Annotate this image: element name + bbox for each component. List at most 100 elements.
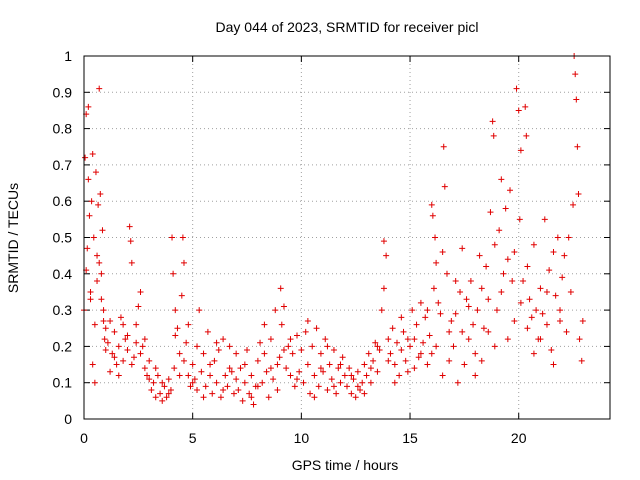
- data-point: [109, 350, 116, 357]
- data-point: [100, 317, 107, 324]
- data-point: [294, 332, 301, 339]
- data-point: [146, 376, 153, 383]
- data-point: [411, 336, 418, 343]
- data-point: [96, 85, 103, 92]
- y-tick-label: 0.6: [53, 193, 73, 209]
- data-point: [424, 361, 431, 368]
- data-point: [220, 386, 227, 393]
- data-point: [554, 234, 561, 241]
- data-point: [287, 372, 294, 379]
- data-point: [191, 376, 198, 383]
- y-tick-label: 0.9: [53, 84, 73, 100]
- data-point: [115, 343, 122, 350]
- data-point: [548, 347, 555, 354]
- data-point: [272, 307, 279, 314]
- data-point: [100, 307, 107, 314]
- data-point: [215, 347, 222, 354]
- data-point: [152, 394, 159, 401]
- data-point: [317, 365, 324, 372]
- data-point: [180, 259, 187, 266]
- data-point: [179, 234, 186, 241]
- data-point: [439, 372, 446, 379]
- data-point: [498, 176, 505, 183]
- data-point: [91, 379, 98, 386]
- data-point: [248, 394, 255, 401]
- data-point: [259, 379, 266, 386]
- y-tick-label: 1: [64, 48, 72, 64]
- data-point: [89, 361, 96, 368]
- data-point: [441, 183, 448, 190]
- data-point: [233, 350, 240, 357]
- data-point: [448, 317, 455, 324]
- data-point: [433, 259, 440, 266]
- data-point: [211, 357, 218, 364]
- data-point: [326, 361, 333, 368]
- data-point: [152, 365, 159, 372]
- data-point: [98, 270, 105, 277]
- data-point: [235, 386, 242, 393]
- data-point: [552, 292, 559, 299]
- data-point: [154, 372, 161, 379]
- y-tick-label: 0.3: [53, 302, 73, 318]
- data-point: [504, 256, 511, 263]
- data-point: [133, 321, 140, 328]
- data-point: [378, 307, 385, 314]
- data-point: [222, 372, 229, 379]
- x-tick-label: 5: [189, 430, 197, 446]
- data-point: [354, 383, 361, 390]
- data-point: [426, 332, 433, 339]
- data-point: [537, 336, 544, 343]
- data-point: [330, 383, 337, 390]
- data-point: [102, 325, 109, 332]
- data-point: [450, 343, 457, 350]
- data-point: [176, 372, 183, 379]
- data-point: [480, 325, 487, 332]
- data-point: [428, 350, 435, 357]
- data-point: [241, 361, 248, 368]
- data-point: [467, 278, 474, 285]
- data-point: [483, 263, 490, 270]
- data-point: [493, 307, 500, 314]
- data-point: [509, 278, 516, 285]
- data-point: [361, 361, 368, 368]
- data-point: [133, 339, 140, 346]
- data-point: [322, 336, 329, 343]
- data-point: [459, 328, 466, 335]
- data-point: [383, 252, 390, 259]
- data-point: [359, 379, 366, 386]
- data-point: [202, 383, 209, 390]
- data-point: [91, 321, 98, 328]
- data-point: [224, 383, 231, 390]
- data-point: [461, 361, 468, 368]
- data-point: [363, 372, 370, 379]
- data-point: [217, 394, 224, 401]
- data-points: [81, 53, 586, 408]
- data-point: [354, 368, 361, 375]
- data-point: [574, 143, 581, 150]
- data-point: [204, 328, 211, 335]
- data-point: [94, 252, 101, 259]
- data-point: [87, 288, 94, 295]
- x-tick-label: 15: [402, 430, 418, 446]
- data-point: [88, 198, 95, 205]
- data-point: [172, 307, 179, 314]
- data-point: [98, 296, 105, 303]
- data-point: [490, 132, 497, 139]
- data-point: [520, 278, 527, 285]
- data-point: [348, 390, 355, 397]
- data-point: [376, 347, 383, 354]
- data-point: [304, 361, 311, 368]
- data-point: [300, 379, 307, 386]
- data-point: [237, 365, 244, 372]
- data-point: [239, 397, 246, 404]
- data-point: [267, 336, 274, 343]
- data-point: [261, 321, 268, 328]
- data-point: [502, 205, 509, 212]
- data-point: [137, 288, 144, 295]
- data-point: [274, 361, 281, 368]
- x-axis-label: GPS time / hours: [292, 457, 399, 473]
- data-point: [563, 328, 570, 335]
- data-point: [457, 288, 464, 295]
- data-point: [398, 347, 405, 354]
- data-point: [200, 350, 207, 357]
